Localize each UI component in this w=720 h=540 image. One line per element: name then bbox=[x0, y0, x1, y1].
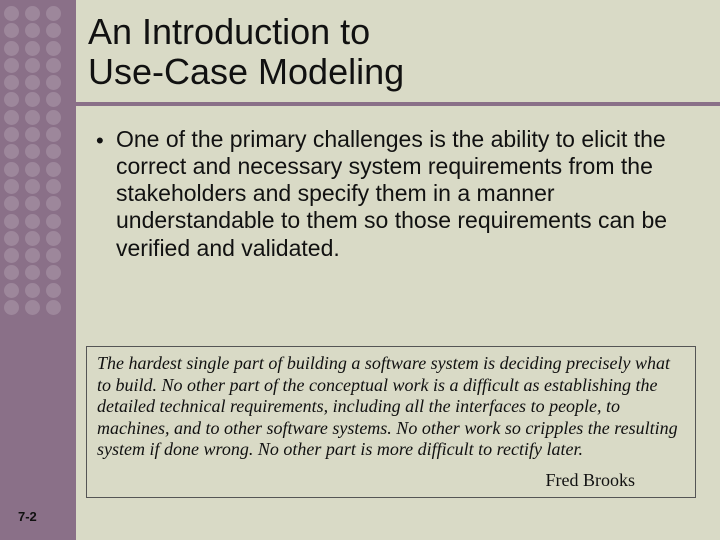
decoration-dot bbox=[46, 6, 61, 21]
decoration-dot bbox=[46, 110, 61, 125]
decoration-dot bbox=[4, 179, 19, 194]
decoration-dot bbox=[46, 58, 61, 73]
decoration-dot bbox=[25, 300, 40, 315]
decoration-dot bbox=[4, 231, 19, 246]
decoration-dot bbox=[46, 231, 61, 246]
quote-box: The hardest single part of building a so… bbox=[86, 346, 696, 498]
title-underline bbox=[76, 102, 720, 106]
decoration-dot bbox=[25, 127, 40, 142]
decoration-dot bbox=[4, 265, 19, 280]
decoration-dot bbox=[46, 248, 61, 263]
decoration-dot bbox=[46, 162, 61, 177]
decoration-dot bbox=[25, 265, 40, 280]
decoration-dot bbox=[4, 214, 19, 229]
decoration-dot bbox=[46, 23, 61, 38]
decoration-dot bbox=[25, 179, 40, 194]
decoration-dot bbox=[4, 144, 19, 159]
decoration-dot bbox=[46, 283, 61, 298]
title-line-1: An Introduction to bbox=[88, 12, 688, 52]
decoration-dot bbox=[4, 92, 19, 107]
decoration-dot bbox=[25, 196, 40, 211]
decoration-dot bbox=[4, 127, 19, 142]
decoration-dot bbox=[25, 231, 40, 246]
decoration-dot bbox=[4, 41, 19, 56]
slide-title: An Introduction to Use-Case Modeling bbox=[88, 12, 688, 91]
decoration-dot bbox=[25, 6, 40, 21]
decoration-dot bbox=[46, 214, 61, 229]
title-line-2: Use-Case Modeling bbox=[88, 52, 688, 92]
decoration-dot bbox=[25, 75, 40, 90]
decoration-dot bbox=[46, 265, 61, 280]
decoration-dot bbox=[25, 248, 40, 263]
decoration-dot bbox=[25, 92, 40, 107]
decoration-dot bbox=[4, 6, 19, 21]
decoration-dot bbox=[4, 162, 19, 177]
decoration-dot bbox=[4, 23, 19, 38]
decoration-dot bbox=[25, 283, 40, 298]
decoration-dot bbox=[25, 58, 40, 73]
decoration-dot bbox=[4, 283, 19, 298]
decoration-dot bbox=[25, 23, 40, 38]
quote-attribution: Fred Brooks bbox=[546, 470, 636, 491]
decoration-dot bbox=[46, 127, 61, 142]
bullet-marker: • bbox=[96, 128, 104, 154]
decoration-dot bbox=[4, 196, 19, 211]
decoration-dot bbox=[46, 300, 61, 315]
decoration-dot bbox=[4, 58, 19, 73]
decoration-dot bbox=[25, 144, 40, 159]
body-paragraph: One of the primary challenges is the abi… bbox=[116, 126, 676, 262]
decoration-dot bbox=[46, 75, 61, 90]
decoration-dot bbox=[4, 248, 19, 263]
decoration-dot bbox=[25, 41, 40, 56]
dot-grid bbox=[4, 6, 67, 317]
decoration-dot bbox=[46, 196, 61, 211]
decoration-dot bbox=[4, 300, 19, 315]
decoration-dot bbox=[4, 75, 19, 90]
decoration-dot bbox=[46, 179, 61, 194]
decoration-dot bbox=[46, 92, 61, 107]
decoration-dot bbox=[46, 144, 61, 159]
decoration-dot bbox=[46, 41, 61, 56]
decoration-dot bbox=[4, 110, 19, 125]
sidebar-decoration bbox=[0, 0, 76, 540]
quote-text: The hardest single part of building a so… bbox=[97, 353, 685, 461]
decoration-dot bbox=[25, 214, 40, 229]
decoration-dot bbox=[25, 110, 40, 125]
page-number: 7-2 bbox=[18, 509, 37, 524]
decoration-dot bbox=[25, 162, 40, 177]
